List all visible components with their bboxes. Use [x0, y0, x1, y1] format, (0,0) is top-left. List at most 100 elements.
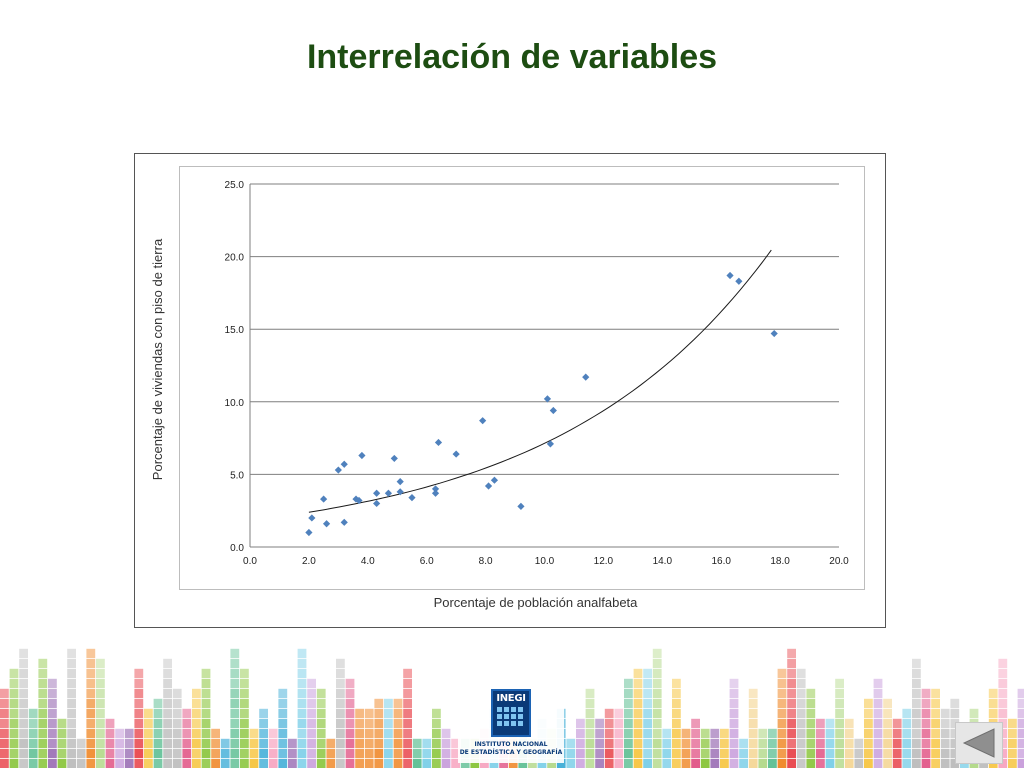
decorative-bar-cell	[729, 718, 739, 728]
decorative-bar-cell	[38, 668, 48, 678]
decorative-bar-cell	[604, 738, 614, 748]
decorative-bar-cell	[441, 738, 451, 748]
decorative-bar-cell	[912, 738, 921, 748]
decorative-bar-cell	[240, 708, 249, 718]
decorative-bar-cell	[403, 718, 412, 728]
decorative-bar-cell	[86, 678, 96, 688]
back-button[interactable]	[955, 722, 1003, 764]
decorative-bar-cell	[336, 738, 345, 748]
decorative-bar-cell	[9, 738, 19, 748]
decorative-bar-cell	[748, 698, 758, 708]
decorative-bar-cell	[393, 698, 403, 708]
decorative-bar-cell	[787, 678, 796, 688]
decorative-bar-cell	[38, 748, 48, 758]
decorative-bar-cell	[576, 738, 585, 748]
decorative-bar-cell	[374, 698, 384, 708]
decorative-bar-cell	[384, 738, 393, 748]
decorative-bar-cell	[672, 698, 681, 708]
decorative-bar-cell	[192, 758, 201, 768]
decorative-bar-cell	[585, 758, 595, 768]
decorative-bar-cell	[777, 718, 787, 728]
decorative-bar-cell	[998, 668, 1008, 678]
decorative-bar-cell	[230, 748, 240, 758]
decorative-bar-cell	[652, 668, 662, 678]
decorative-bar-cell	[912, 688, 921, 698]
decorative-bar-cell	[105, 758, 115, 768]
decorative-bar-cell	[374, 728, 384, 738]
decorative-bar-cell	[211, 728, 220, 738]
decorative-bar-cell	[384, 718, 393, 728]
decorative-bar-cell	[912, 708, 921, 718]
decorative-bar-cell	[278, 748, 288, 758]
decorative-bar-cell	[336, 658, 345, 668]
decorative-bar-cell	[192, 718, 201, 728]
decorative-bar-cell	[307, 688, 316, 698]
decorative-bar-cell	[940, 718, 950, 728]
decorative-bar-cell	[134, 748, 144, 758]
decorative-bar-cell	[38, 688, 48, 698]
decorative-bar-cell	[873, 698, 883, 708]
decorative-bar-cell	[105, 738, 115, 748]
decorative-bar-cell	[134, 728, 144, 738]
decorative-bar-cell	[432, 738, 441, 748]
decorative-bar-cell	[384, 698, 393, 708]
decorative-bar-cell	[825, 748, 835, 758]
decorative-bar-cell	[729, 678, 739, 688]
decorative-bar-cell	[931, 758, 940, 768]
decorative-bar-cell	[86, 758, 96, 768]
decorative-bar-cell	[451, 748, 460, 758]
decorative-bar-cell	[240, 688, 249, 698]
decorative-bar-cell	[96, 728, 105, 738]
decorative-bar-cell	[873, 728, 883, 738]
decorative-bar-cell	[633, 738, 643, 748]
decorative-bar-cell	[19, 718, 28, 728]
decorative-bar-cell	[48, 678, 57, 688]
decorative-bar-cell	[950, 748, 960, 758]
decorative-bar-cell	[624, 758, 633, 768]
decorative-bar-cell	[720, 758, 729, 768]
decorative-bar-cell	[345, 678, 355, 688]
decorative-bar-cell	[835, 758, 844, 768]
data-point	[396, 488, 404, 496]
decorative-bar-cell	[9, 698, 19, 708]
decorative-bar-cell	[163, 678, 172, 688]
data-point	[770, 329, 778, 338]
decorative-bar-cell	[537, 758, 547, 768]
decorative-bar-cell	[940, 708, 950, 718]
decorative-bar-cell	[9, 758, 19, 768]
decorative-bar-cell	[1017, 688, 1024, 698]
decorative-bar-cell	[192, 728, 201, 738]
decorative-bar-cell	[643, 718, 652, 728]
decorative-bar-cell	[624, 728, 633, 738]
decorative-bar-cell	[835, 738, 844, 748]
decorative-bar-cell	[384, 748, 393, 758]
decorative-bar-cell	[86, 718, 96, 728]
decorative-bar-cell	[240, 698, 249, 708]
decorative-bar-cell	[336, 728, 345, 738]
decorative-bar-cell	[0, 708, 9, 718]
decorative-bar-cell	[336, 668, 345, 678]
decorative-bar-cell	[38, 678, 48, 688]
decorative-bar-cell	[19, 748, 28, 758]
decorative-bar-cell	[864, 698, 873, 708]
decorative-bar-cell	[278, 758, 288, 768]
decorative-bar-cell	[998, 658, 1008, 668]
decorative-bar-cell	[422, 748, 432, 758]
decorative-bar-cell	[240, 758, 249, 768]
decorative-bar-cell	[364, 748, 374, 758]
decorative-bar-cell	[336, 718, 345, 728]
decorative-bar-cell	[998, 708, 1008, 718]
decorative-bar-cell	[432, 718, 441, 728]
decorative-bar-cell	[345, 688, 355, 698]
decorative-bar-cell	[950, 698, 960, 708]
decorative-bar-cell	[768, 738, 777, 748]
decorative-bar-cell	[614, 718, 624, 728]
decorative-bar-cell	[345, 698, 355, 708]
decorative-bar-cell	[777, 668, 787, 678]
decorative-bar-cell	[67, 688, 76, 698]
decorative-bar-cell	[393, 728, 403, 738]
decorative-bar-cell	[163, 698, 172, 708]
decorative-bar-cell	[576, 728, 585, 738]
decorative-bar-cell	[816, 728, 825, 738]
decorative-bar-cell	[76, 738, 86, 748]
